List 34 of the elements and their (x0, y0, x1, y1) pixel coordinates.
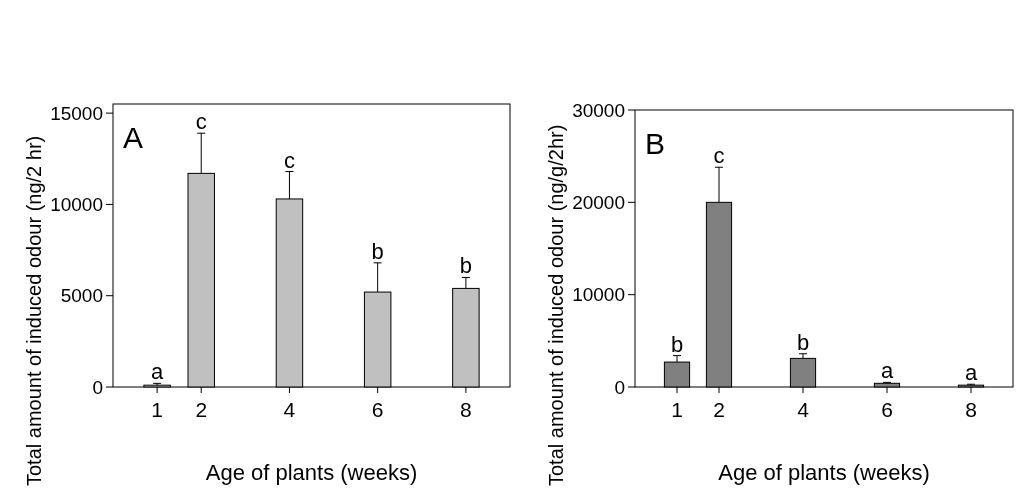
x-tick-label: 4 (283, 398, 296, 421)
annotation: a (150, 359, 164, 385)
x-tick-label: 8 (965, 398, 977, 421)
y-tick-label: 20000 (572, 191, 625, 213)
x-axis-title: Age of plants (weeks) (205, 460, 418, 485)
y-tick-label: 10000 (572, 284, 625, 306)
y-tick-label: 0 (92, 376, 103, 398)
x-tick-label: 6 (371, 398, 384, 421)
annotation: b (371, 238, 384, 264)
y-tick-label: 15000 (50, 102, 103, 124)
annotation: b (796, 329, 810, 355)
x-tick-label: 4 (797, 398, 810, 421)
annotation: c (283, 147, 295, 173)
annotation: a (964, 360, 978, 386)
annotation: b (670, 331, 684, 357)
annotation: a (880, 358, 894, 384)
annotation: b (459, 253, 473, 279)
annotation: A (123, 121, 144, 154)
annotation: B (645, 127, 666, 160)
y-tick-label: 30000 (572, 99, 625, 121)
y-tick-label: 0 (614, 376, 625, 398)
annotation: c (713, 143, 725, 169)
y-axis-title: Total amount of induced odour (ng/2 hr) (23, 135, 45, 486)
annotation: c (195, 109, 207, 135)
x-axis-title: Age of plants (weeks) (718, 460, 930, 485)
x-tick-label: 8 (460, 398, 472, 421)
y-axis-title: Total amount of induced odour (ng/g/2hr) (545, 124, 567, 486)
x-tick-label: 2 (195, 398, 208, 421)
y-tick-label: 10000 (50, 194, 103, 216)
x-tick-label: 6 (881, 398, 893, 421)
x-tick-label: 1 (671, 398, 683, 421)
x-tick-label: 2 (713, 398, 725, 421)
y-tick-label: 5000 (60, 285, 103, 307)
x-tick-label: 1 (151, 398, 163, 421)
